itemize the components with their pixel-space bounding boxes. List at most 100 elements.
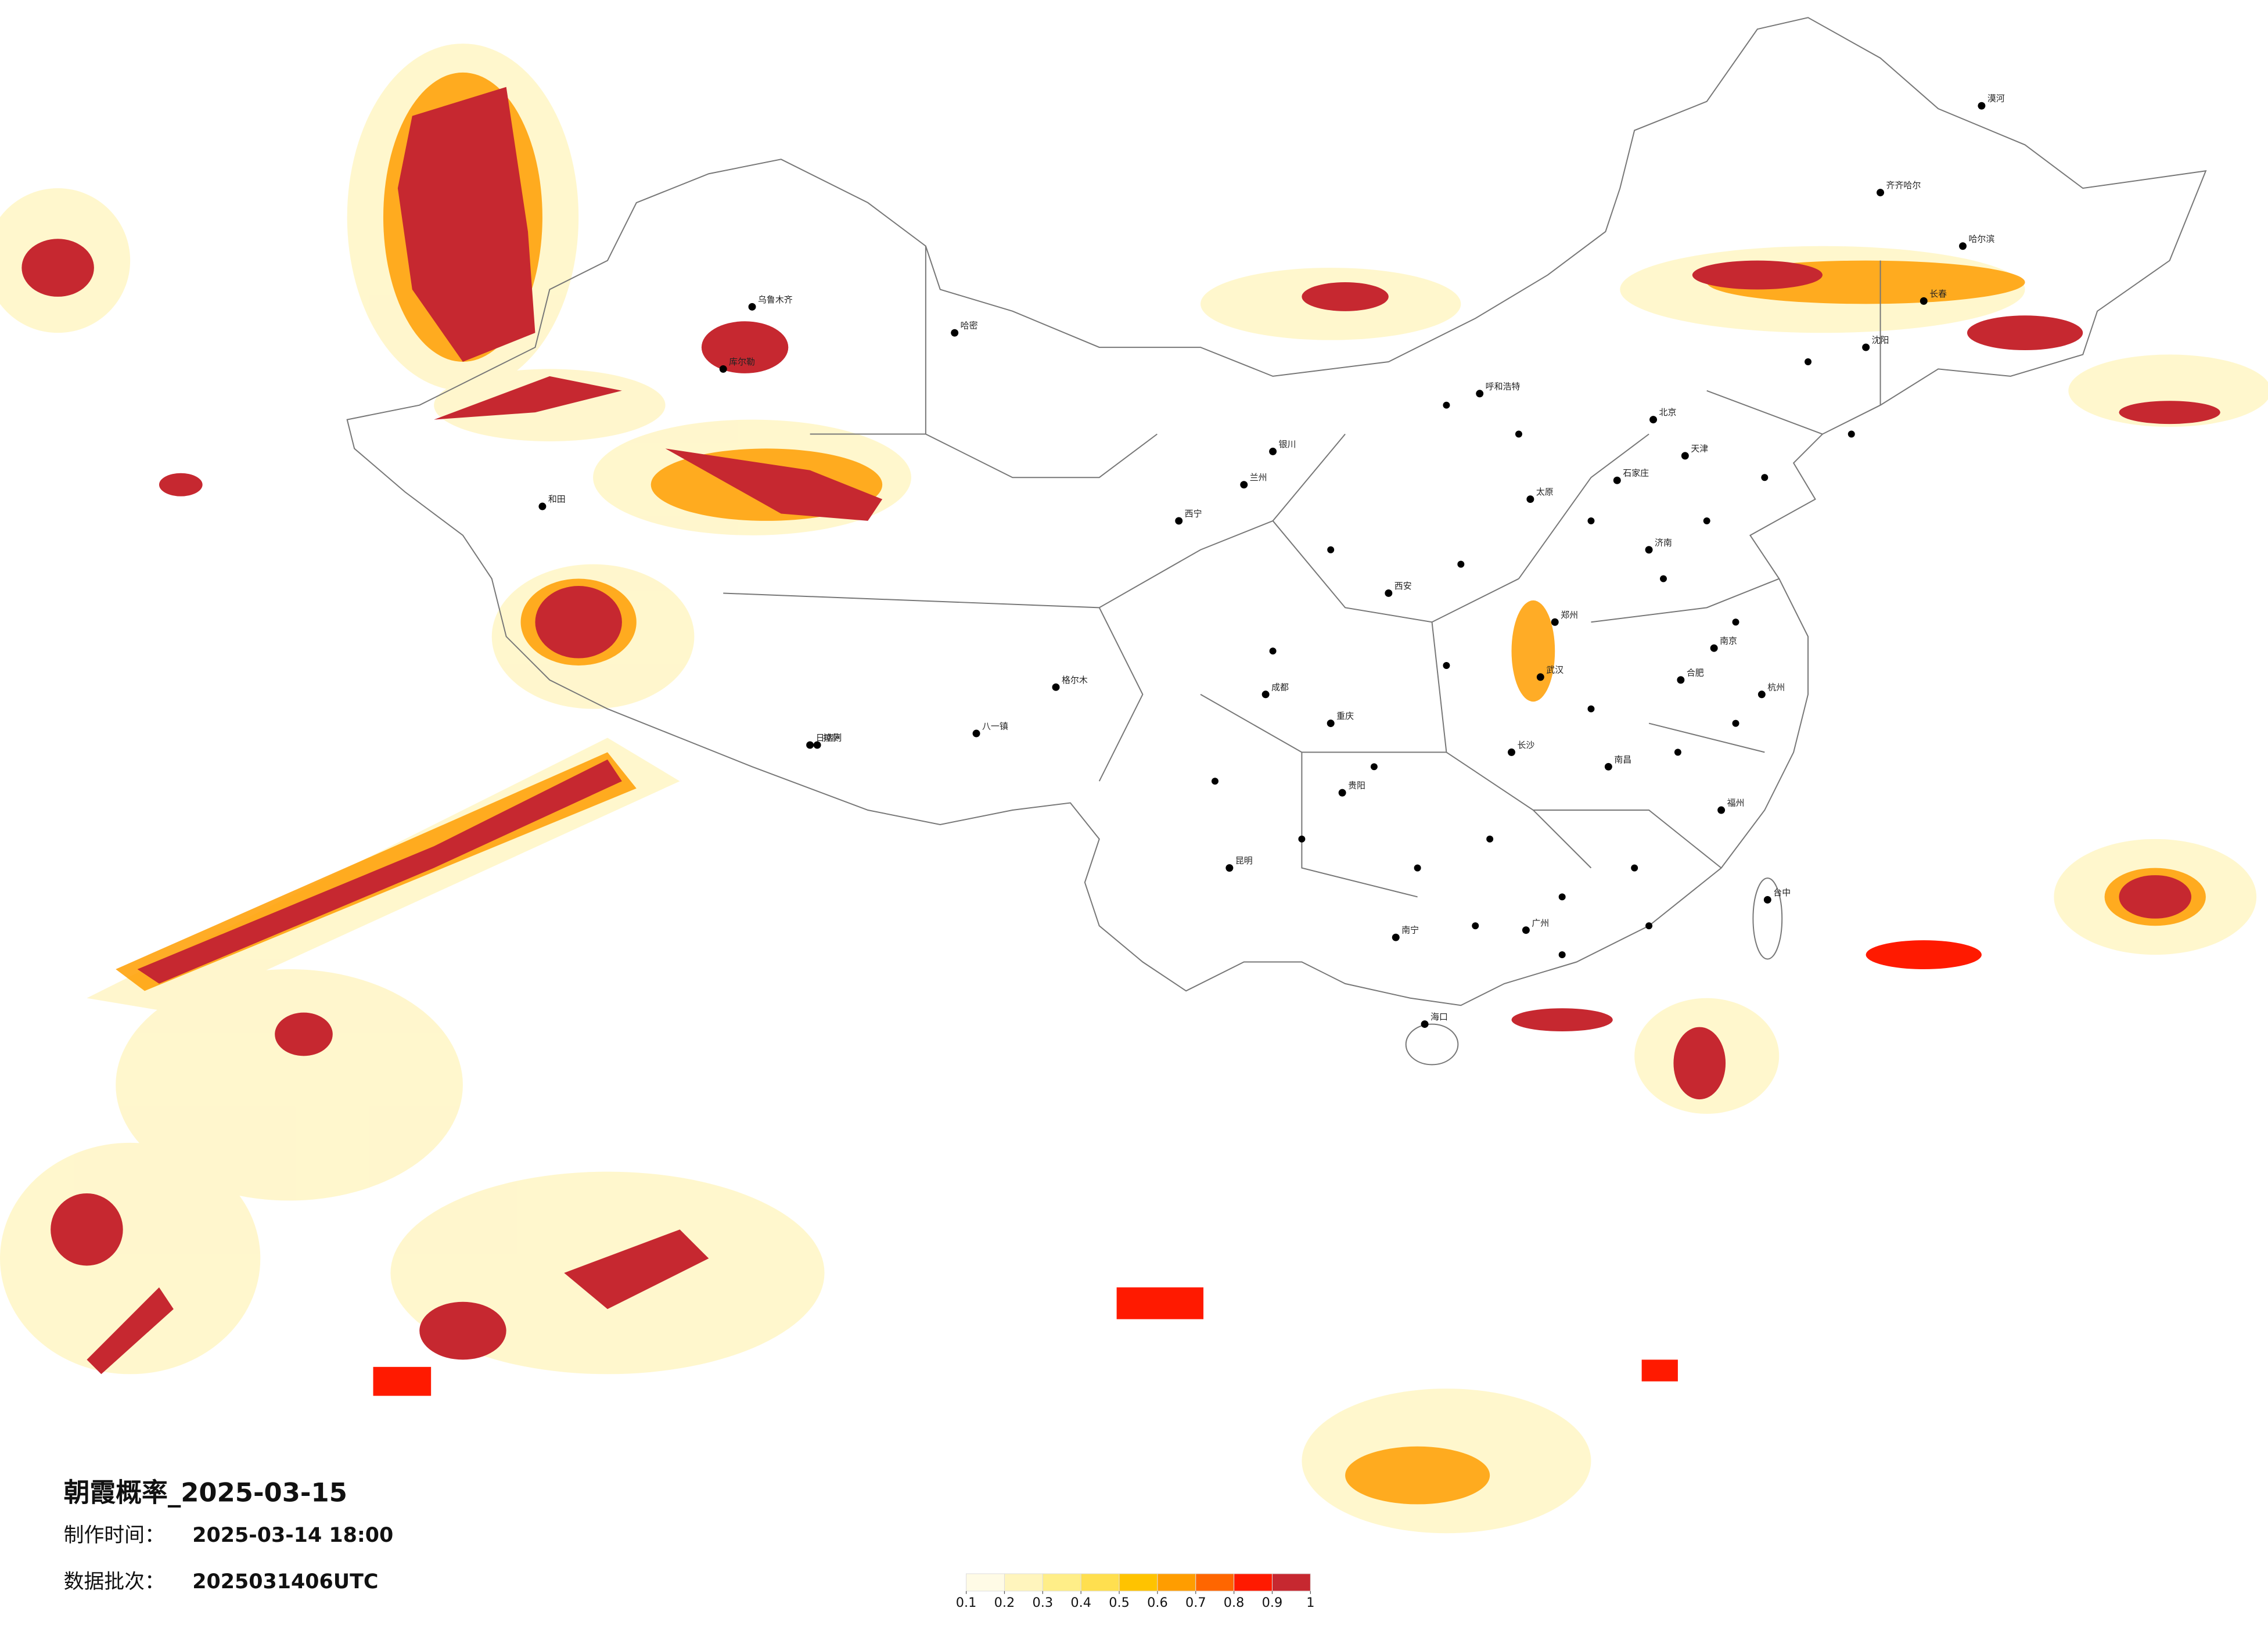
city-label: 台中 [1773, 887, 1791, 898]
city-label: 广州 [1532, 918, 1549, 928]
city-dot [1476, 390, 1484, 398]
city-dot [1959, 242, 1967, 250]
city-label: 银川 [1279, 439, 1296, 449]
city-label: 天津 [1691, 443, 1708, 454]
country-outline [346, 17, 2207, 1006]
city-dot [538, 502, 547, 510]
legend-swatch [1195, 1573, 1235, 1592]
city-dot [1508, 748, 1515, 756]
city-label: 济南 [1655, 537, 1672, 548]
city-label: 石家庄 [1623, 468, 1649, 479]
city-dot [951, 329, 959, 337]
city-dot [1732, 618, 1739, 626]
city-dot [1443, 401, 1450, 409]
city-dot [1269, 447, 1277, 455]
city-dot [806, 741, 814, 749]
city-label: 昆明 [1235, 855, 1253, 866]
batch-value: 2025031406UTC [192, 1570, 378, 1593]
city-dot [1536, 673, 1544, 681]
city-dot [1587, 705, 1595, 713]
city-dot [1660, 575, 1667, 582]
legend-swatch [1004, 1573, 1043, 1592]
production-value: 2025-03-14 18:00 [192, 1524, 393, 1547]
city-label: 哈密 [961, 321, 978, 331]
city-label: 武汉 [1546, 664, 1563, 675]
city-label: 漠河 [1987, 93, 2005, 104]
legend-tick-label: 0.9 [1262, 1595, 1283, 1610]
city-dot [1613, 476, 1621, 484]
city-dot [1710, 644, 1718, 652]
city-dot [1338, 789, 1346, 797]
legend-swatch [1119, 1573, 1158, 1592]
city-label: 成都 [1271, 682, 1289, 692]
taiwan [1752, 877, 1783, 960]
city-label: 哈尔滨 [1968, 233, 1994, 244]
city-dot [1805, 358, 1812, 365]
city-dot [1677, 676, 1685, 684]
color-legend: 0.1 0.2 0.3 0.4 0.5 0.6 0.7 0.8 0.9 1 [956, 1573, 1314, 1610]
legend-swatch [966, 1573, 1005, 1592]
city-label: 贵阳 [1348, 780, 1365, 791]
city-dot [1587, 517, 1595, 524]
legend-tick-label: 0.5 [1109, 1595, 1130, 1610]
legend-tick-label: 0.6 [1147, 1595, 1168, 1610]
city-label: 长春 [1929, 289, 1947, 299]
city-dot [1558, 893, 1566, 901]
legend-swatch [1080, 1573, 1120, 1592]
city-dot [1261, 690, 1270, 699]
city-label: 拉萨 [823, 732, 840, 743]
city-dot [1522, 926, 1530, 934]
legend-swatch [1042, 1573, 1081, 1592]
legend-swatch [1234, 1573, 1273, 1592]
city-label: 合肥 [1687, 667, 1704, 678]
city-dot [1457, 560, 1465, 568]
city-dot [719, 365, 727, 373]
legend-swatch [1271, 1573, 1311, 1592]
city-dot [1551, 618, 1559, 626]
city-dot [1443, 661, 1450, 669]
city-dot [1757, 690, 1766, 699]
city-dot [1631, 864, 1638, 872]
probability-field [0, 44, 2268, 1534]
city-label: 南京 [1720, 636, 1737, 646]
city-dot [1645, 546, 1653, 554]
city-dot [1472, 922, 1479, 930]
city-dot [1732, 720, 1739, 727]
city-label: 郑州 [1561, 610, 1578, 620]
city-dot [813, 741, 821, 749]
city-label: 西宁 [1185, 508, 1202, 519]
city-dot [1392, 933, 1400, 941]
city-dot [1703, 517, 1710, 524]
legend-tick-label: 0.3 [1033, 1595, 1054, 1610]
city-label: 北京 [1659, 407, 1677, 418]
city-dot [1414, 864, 1421, 872]
legend-tick-label: 0.2 [994, 1595, 1015, 1610]
city-label: 福州 [1727, 798, 1745, 808]
city-label: 齐齐哈尔 [1886, 180, 1921, 190]
city-label: 格尔木 [1062, 675, 1088, 685]
city-dot [1225, 864, 1234, 872]
city-dot [972, 729, 980, 738]
city-label: 重庆 [1336, 711, 1354, 721]
city-dot [1761, 474, 1769, 481]
city-label: 杭州 [1767, 682, 1785, 692]
batch-label: 数据批次： [64, 1570, 165, 1593]
city-dot [1385, 589, 1393, 597]
city-label: 沈阳 [1872, 335, 1889, 346]
city-dot [1175, 517, 1183, 525]
city-label: 和田 [548, 494, 566, 505]
city-label: 西安 [1394, 581, 1412, 591]
legend-tick-label: 0.4 [1070, 1595, 1091, 1610]
city-dot [1240, 481, 1248, 489]
city-dot [1515, 430, 1522, 438]
legend-swatch [1157, 1573, 1196, 1592]
info-panel: 朝霞概率_2025-03-15 制作时间： 2025-03-14 18:00 数… [64, 1477, 394, 1593]
city-label: 太原 [1536, 487, 1554, 497]
boundaries [346, 17, 2207, 1066]
city-dot [1558, 951, 1566, 959]
city-dot [1327, 720, 1335, 728]
legend-tick-label: 0.1 [956, 1595, 977, 1610]
legend-tick-label: 0.8 [1224, 1595, 1245, 1610]
